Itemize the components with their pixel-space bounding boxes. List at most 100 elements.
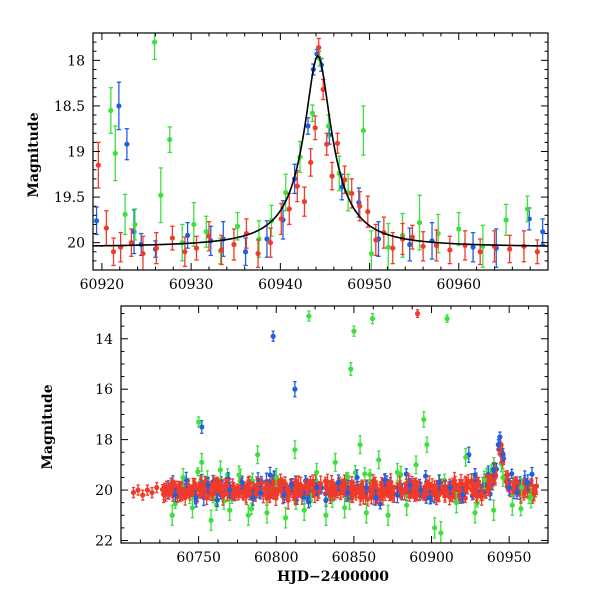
baseline-point-red xyxy=(349,488,355,501)
data-point-green xyxy=(306,310,312,322)
data-point-green xyxy=(132,208,138,241)
data-point-red xyxy=(154,481,160,494)
data-point-blue xyxy=(382,473,388,487)
data-point-blue xyxy=(470,231,476,263)
data-point-green xyxy=(245,504,251,527)
data-point-blue xyxy=(214,493,220,508)
data-point-blue xyxy=(429,221,435,260)
data-point-red xyxy=(193,235,200,261)
data-point-blue xyxy=(500,447,506,462)
data-point-green xyxy=(524,195,531,223)
x-tick-label: 60920 xyxy=(80,277,125,293)
baseline-point-red xyxy=(210,488,216,501)
data-point-red xyxy=(103,210,109,247)
data-point-green xyxy=(255,445,261,465)
bottom-data-points xyxy=(130,309,540,543)
data-point-blue xyxy=(184,221,191,249)
data-point-red xyxy=(420,231,426,262)
data-point-green xyxy=(309,104,316,123)
baseline-point-red xyxy=(367,482,373,499)
data-point-green xyxy=(519,478,525,498)
x-tick-label: 60930 xyxy=(169,277,214,293)
data-point-green xyxy=(196,416,202,428)
baseline-point-red xyxy=(487,473,493,490)
data-point-blue xyxy=(192,490,199,505)
data-point-red xyxy=(243,218,250,249)
data-point-red xyxy=(324,132,330,156)
data-point-red xyxy=(231,228,237,261)
data-point-green xyxy=(199,452,205,472)
top-data-points xyxy=(93,33,546,270)
data-point-red xyxy=(507,234,513,264)
data-point-green xyxy=(369,312,376,325)
data-point-green xyxy=(108,87,114,134)
data-point-blue xyxy=(418,481,424,499)
data-point-green xyxy=(151,33,158,61)
data-point-green xyxy=(314,462,320,482)
baseline-point-red xyxy=(353,486,359,498)
data-point-blue xyxy=(335,474,341,491)
data-point-red xyxy=(308,148,314,177)
data-point-blue xyxy=(345,485,351,500)
data-point-green xyxy=(348,362,354,376)
data-point-blue xyxy=(354,469,360,486)
data-point-blue xyxy=(93,206,100,236)
data-point-red xyxy=(477,238,483,266)
data-point-red xyxy=(462,230,468,261)
data-point-red xyxy=(169,225,176,251)
data-point-blue xyxy=(466,446,472,463)
data-point-blue xyxy=(124,128,130,161)
data-point-red xyxy=(433,229,440,262)
data-point-green xyxy=(480,224,486,268)
data-point-blue xyxy=(227,481,233,499)
data-point-blue xyxy=(497,431,503,443)
top-y-axis-label: Magnitude xyxy=(26,112,42,197)
baseline-point-red xyxy=(441,487,447,498)
baseline-point-red xyxy=(479,486,485,506)
baseline-point-red xyxy=(168,477,174,495)
data-point-green xyxy=(456,211,462,247)
data-point-blue xyxy=(472,467,478,482)
data-point-green xyxy=(282,507,289,529)
baseline-point-red xyxy=(398,486,404,500)
data-point-red xyxy=(182,236,188,268)
x-tick-label: 60950 xyxy=(347,277,392,293)
data-point-red xyxy=(267,227,274,258)
data-point-green xyxy=(432,517,438,539)
data-point-green xyxy=(351,325,357,337)
data-point-green xyxy=(122,193,128,236)
data-point-red xyxy=(153,231,159,265)
data-point-green xyxy=(503,203,509,237)
baseline-point-red xyxy=(339,479,345,495)
bottom-x-axis-label: HJD−2400000 xyxy=(277,569,389,585)
baseline-point-red xyxy=(326,485,333,495)
data-point-blue xyxy=(270,330,276,342)
data-point-green xyxy=(323,504,329,527)
baseline-point-blue xyxy=(509,468,515,479)
y-tick-label: 20 xyxy=(67,236,85,252)
data-point-blue xyxy=(394,486,400,504)
baseline-point-red xyxy=(161,485,167,504)
data-point-red xyxy=(118,231,124,263)
x-tick-label: 60750 xyxy=(176,550,221,566)
data-point-green xyxy=(404,494,410,516)
y-tick-label: 16 xyxy=(95,382,113,398)
data-point-red xyxy=(341,165,348,195)
data-point-green xyxy=(292,440,298,460)
data-point-blue xyxy=(267,466,273,484)
data-point-green xyxy=(191,201,197,247)
data-point-red xyxy=(255,239,261,268)
data-point-green xyxy=(208,509,214,532)
data-point-green xyxy=(301,499,307,521)
bottom-panel-light-curve-full: 60750 60800 60850 60900 60950 14 16 18 20 22 Mag… xyxy=(40,305,549,585)
data-point-green xyxy=(236,465,242,485)
data-point-green xyxy=(112,125,118,182)
data-point-red xyxy=(409,224,415,250)
data-point-blue xyxy=(242,237,249,267)
data-point-green xyxy=(376,450,382,470)
data-point-green xyxy=(283,173,289,212)
data-point-blue xyxy=(281,486,287,504)
baseline-point-red xyxy=(192,481,198,493)
data-point-green xyxy=(158,167,164,224)
